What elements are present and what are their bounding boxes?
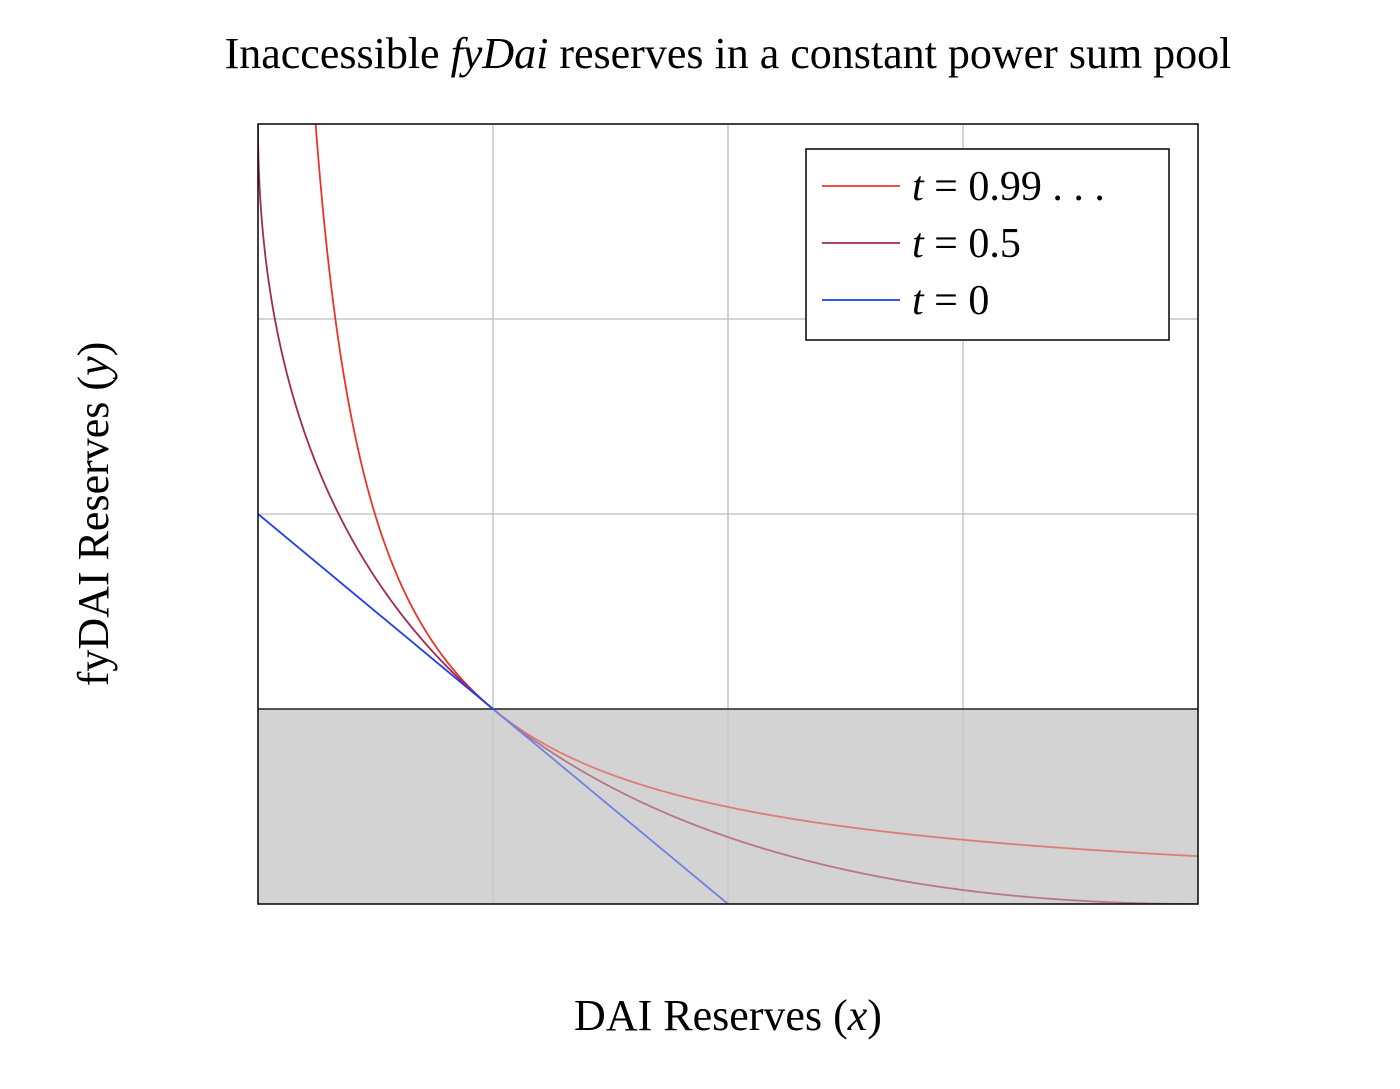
legend-label-eq: = <box>924 278 969 324</box>
y-axis-label: fyDAI Reserves (y) <box>69 342 118 687</box>
x-axis-label-var: x <box>847 991 868 1040</box>
series-line-2 <box>258 513 729 904</box>
legend-label-t-0: t = 0 <box>912 278 989 324</box>
legend-label-val: 0.5 <box>968 221 1021 267</box>
legend-label-t-0.99: t = 0.99 . . . <box>912 164 1105 210</box>
series-line-0 <box>314 124 1198 858</box>
chart-title: Inaccessible fyDai reserves in a constan… <box>225 29 1232 78</box>
chart-title-suffix: reserves in a constant power sum pool <box>548 29 1231 78</box>
x-axis-label-text: DAI Reserves ( <box>574 991 848 1040</box>
x-axis-label: DAI Reserves (x) <box>574 991 882 1040</box>
legend-label-t-0.5: t = 0.5 <box>912 221 1021 267</box>
legend-label-eq: = <box>924 164 969 210</box>
series-group <box>258 124 1198 904</box>
plot-frame <box>257 123 1199 905</box>
shade-overlay-rect <box>258 710 1198 904</box>
x-axis-label-close: ) <box>867 991 882 1040</box>
shade-overlay <box>258 710 1198 904</box>
legend-label-val: 0 <box>968 278 989 324</box>
chart-title-emphasis: fyDai <box>451 29 549 78</box>
chart-title-prefix: Inaccessible <box>225 29 451 78</box>
legend-label-eq: = <box>924 221 969 267</box>
legend: t = 0.99 . . . t = 0.5 t = 0 <box>805 148 1170 341</box>
y-axis-label-text: fyDAI Reserves ( <box>69 376 118 686</box>
legend-label-var: t <box>912 164 925 210</box>
y-axis-label-var: y <box>69 356 118 380</box>
legend-label-var: t <box>912 221 925 267</box>
y-axis-label-close: ) <box>69 342 118 357</box>
legend-label-val: 0.99 . . . <box>968 164 1105 210</box>
legend-box <box>805 148 1170 341</box>
series-line-1 <box>258 124 1195 904</box>
legend-label-var: t <box>912 278 925 324</box>
